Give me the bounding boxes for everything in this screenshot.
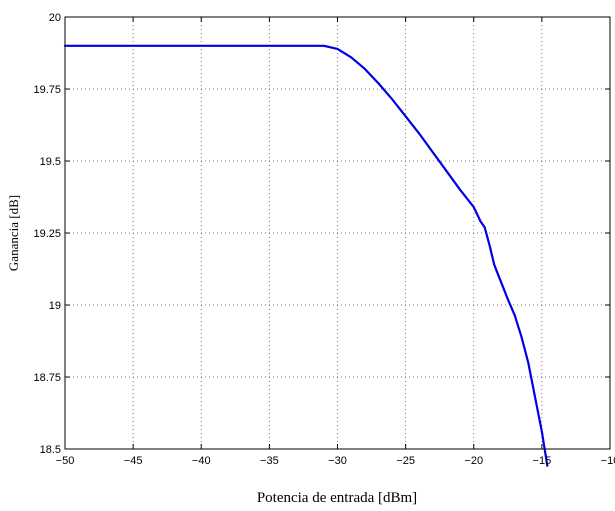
- y-tick-label: 19.5: [40, 156, 61, 168]
- x-tick-label: −15: [533, 455, 552, 467]
- x-tick-label: −35: [260, 455, 279, 467]
- y-axis-ticks: 18.5 18.75 19 19.25 19.5 19.75 20: [33, 12, 610, 456]
- y-tick-label: 18.5: [40, 444, 61, 456]
- x-tick-label: −25: [396, 455, 415, 467]
- gain-series-line: [63, 44, 549, 467]
- x-axis-ticks: −50 −45 −40 −35 −30 −25 −20 −15 −10: [56, 17, 615, 467]
- x-tick-label: −40: [192, 455, 211, 467]
- y-tick-label: 18.75: [33, 372, 61, 384]
- grid: [65, 17, 610, 449]
- y-tick-label: 19.75: [33, 84, 61, 96]
- x-tick-label: −45: [124, 455, 143, 467]
- y-tick-label: 19.25: [33, 228, 61, 240]
- series-layer: [63, 44, 549, 467]
- x-tick-label: −30: [328, 455, 347, 467]
- x-tick-label: −10: [601, 455, 615, 467]
- x-tick-label: −20: [464, 455, 483, 467]
- y-tick-label: 20: [49, 12, 61, 24]
- y-tick-label: 19: [49, 300, 61, 312]
- x-axis-label: Potencia de entrada [dBm]: [257, 490, 417, 506]
- x-tick-label: −50: [56, 455, 75, 467]
- y-axis-label: Ganancia [dB]: [6, 195, 21, 271]
